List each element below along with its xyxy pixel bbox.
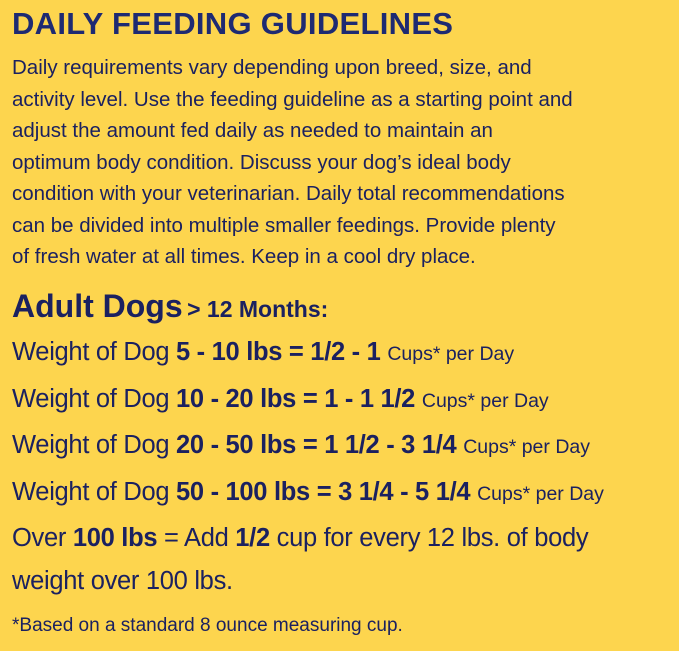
over-row: Over 100 lbs = Add 1/2 cup for every 12 … — [12, 524, 589, 553]
over-row-continued: weight over 100 lbs. — [12, 567, 233, 596]
footnote: *Based on a standard 8 ounce measuring c… — [12, 615, 403, 636]
description-line: condition with your veterinarian. Daily … — [12, 182, 565, 205]
row-label: Weight of Dog — [12, 385, 170, 413]
heading-main: Adult Dogs — [12, 288, 183, 324]
over-middle: = Add — [164, 524, 229, 552]
over-label: Over — [12, 524, 67, 552]
description-line: Daily requirements vary depending upon b… — [12, 56, 532, 79]
description-line: optimum body condition. Discuss your dog… — [12, 150, 511, 174]
over-rest: cup for every 12 lbs. of body — [276, 524, 589, 552]
row-amount: 5 - 10 lbs = 1/2 - 1 — [176, 338, 381, 366]
description-line: of fresh water at all times. Keep in a c… — [12, 245, 476, 268]
heading-sub: > 12 Months: — [187, 296, 329, 322]
row-label: Weight of Dog — [12, 338, 170, 366]
feeding-row: Weight of Dog 10 - 20 lbs = 1 - 1 1/2 Cu… — [12, 385, 549, 414]
row-amount: 10 - 20 lbs = 1 - 1 1/2 — [176, 385, 416, 413]
row-label: Weight of Dog — [12, 478, 170, 506]
row-amount: 50 - 100 lbs = 3 1/4 - 5 1/4 — [176, 478, 471, 506]
row-unit: Cups* per Day — [463, 436, 590, 458]
row-label: Weight of Dog — [12, 431, 170, 459]
heading: Adult Dogs > 12 Months: — [12, 288, 328, 325]
feeding-row: Weight of Dog 5 - 10 lbs = 1/2 - 1 Cups*… — [12, 338, 514, 367]
row-unit: Cups* per Day — [387, 343, 515, 365]
feeding-row: Weight of Dog 50 - 100 lbs = 3 1/4 - 5 1… — [12, 478, 604, 507]
description: Daily requirements vary depending upon b… — [12, 52, 573, 273]
row-amount: 20 - 50 lbs = 1 1/2 - 3 1/4 — [176, 431, 457, 459]
over-amount: 1/2 — [235, 524, 270, 552]
description-line: adjust the amount fed daily as needed to… — [12, 119, 493, 142]
feeding-row: Weight of Dog 20 - 50 lbs = 1 1/2 - 3 1/… — [12, 431, 590, 460]
row-unit: Cups* per Day — [477, 483, 604, 505]
description-line: can be divided into multiple smaller fee… — [12, 213, 556, 237]
row-unit: Cups* per Day — [421, 390, 549, 412]
over-rest: weight over 100 lbs. — [12, 567, 233, 595]
title: DAILY FEEDING GUIDELINES — [12, 6, 454, 41]
over-weight: 100 lbs — [72, 524, 158, 552]
description-line: activity level. Use the feeding guidelin… — [12, 87, 573, 111]
